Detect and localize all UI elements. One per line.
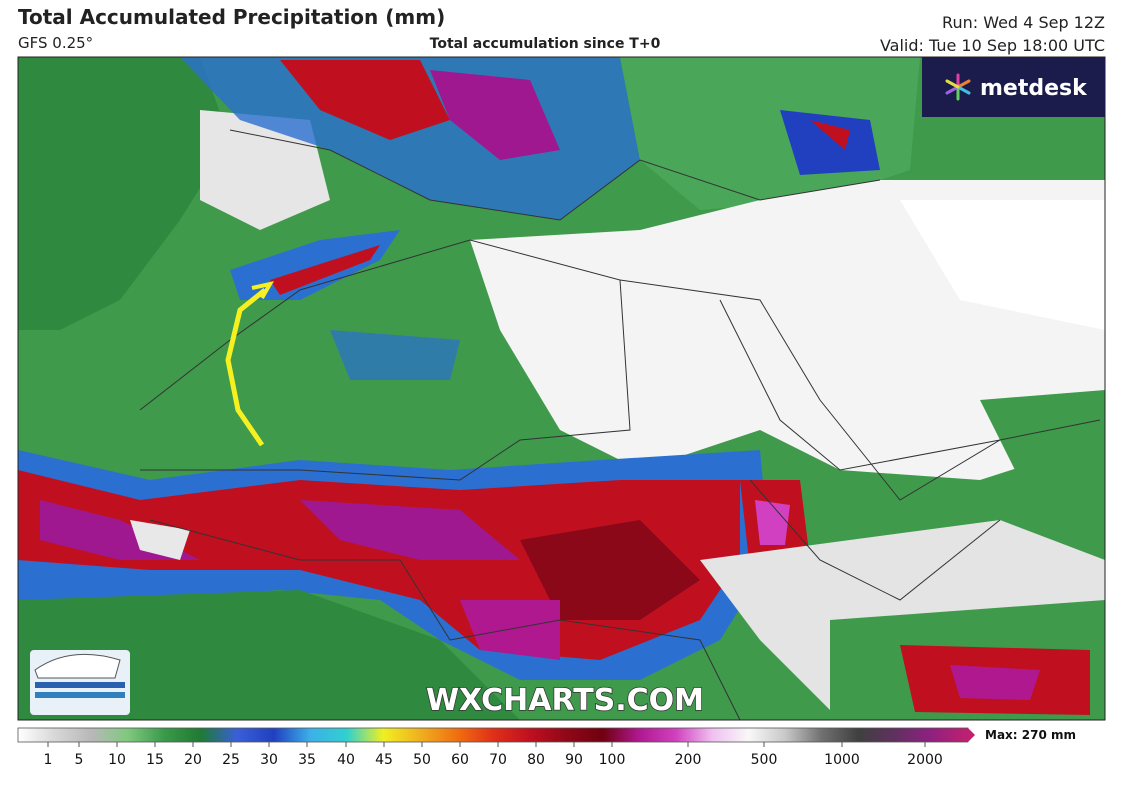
colorbar: Max: 270 mm 1 5 10 15 20 25 30 35 40 45 50 60 70 80 90… bbox=[17, 727, 1076, 768]
colorbar-label: 2000 bbox=[907, 752, 943, 768]
colorbar-label: 25 bbox=[222, 752, 240, 768]
brand: metdesk bbox=[980, 76, 1088, 101]
colorbar-label: 35 bbox=[298, 752, 316, 768]
colorbar-label: 15 bbox=[146, 752, 164, 768]
colorbar-bar bbox=[17, 727, 969, 743]
colorbar-label: 60 bbox=[451, 752, 469, 768]
colorbar-label: 5 bbox=[75, 752, 84, 768]
colorbar-label: 500 bbox=[751, 752, 778, 768]
colorbar-label: 1000 bbox=[824, 752, 860, 768]
logo bbox=[30, 650, 130, 715]
colorbar-label: 30 bbox=[260, 752, 278, 768]
colorbar-label: 10 bbox=[108, 752, 126, 768]
colorbar-label: 40 bbox=[337, 752, 355, 768]
colorbar-label: 80 bbox=[527, 752, 545, 768]
watermark: WXCHARTS.COM bbox=[426, 683, 704, 718]
colorbar-label: 1 bbox=[44, 752, 53, 768]
map bbox=[18, 57, 1105, 720]
run: Run: Wed 4 Sep 12Z bbox=[942, 13, 1105, 32]
colorbar-label: 90 bbox=[565, 752, 583, 768]
brand-icon bbox=[945, 73, 971, 101]
colorbar-label: 100 bbox=[599, 752, 626, 768]
subtitle: Total accumulation since T+0 bbox=[430, 36, 661, 52]
brand-box bbox=[922, 57, 1105, 117]
legend-max: Max: 270 mm bbox=[985, 728, 1076, 742]
colorbar-label: 45 bbox=[375, 752, 393, 768]
colorbar-label: 200 bbox=[675, 752, 702, 768]
model: GFS 0.25° bbox=[18, 34, 93, 52]
colorbar-arrow bbox=[968, 728, 975, 742]
title: Total Accumulated Precipitation (mm) bbox=[18, 5, 445, 29]
valid: Valid: Tue 10 Sep 18:00 UTC bbox=[880, 36, 1105, 55]
colorbar-label: 70 bbox=[489, 752, 507, 768]
colorbar-label: 20 bbox=[184, 752, 202, 768]
colorbar-label: 50 bbox=[413, 752, 431, 768]
